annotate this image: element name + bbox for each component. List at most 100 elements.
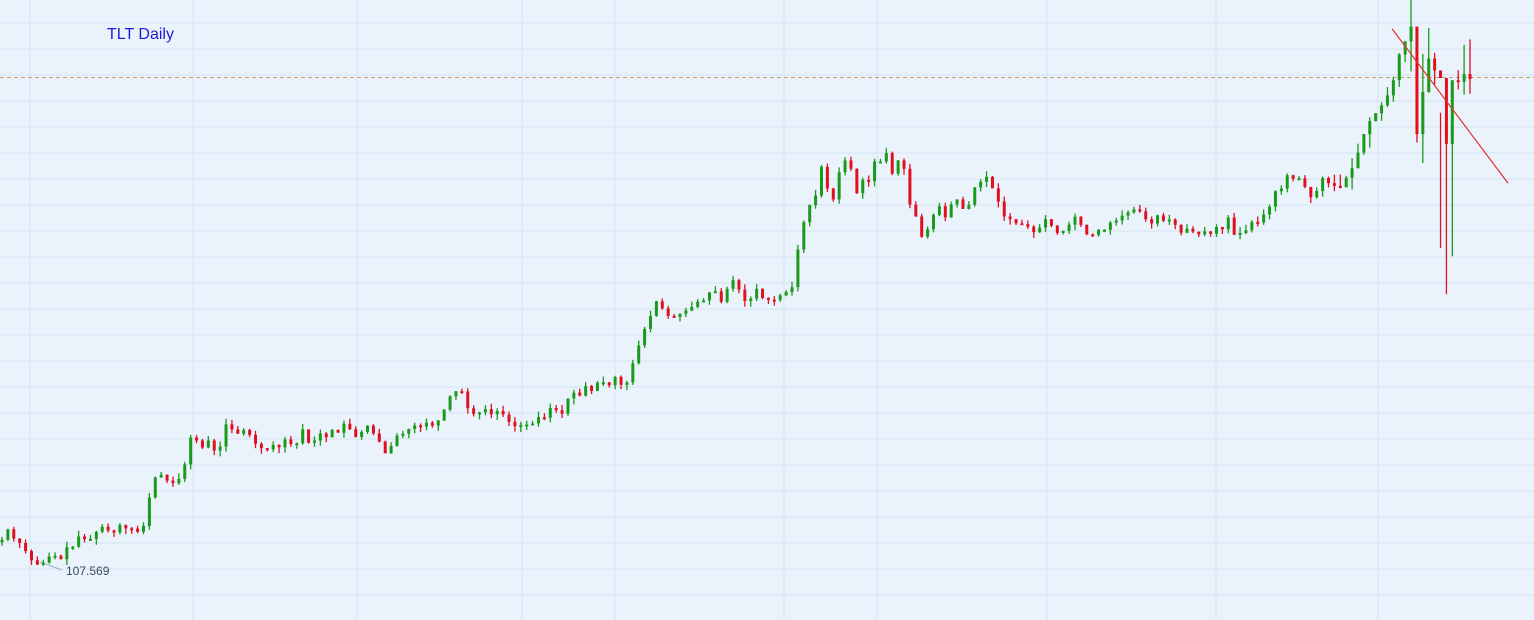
price-bar[interactable] — [195, 434, 199, 444]
price-bar[interactable] — [254, 430, 258, 449]
price-bar-body[interactable] — [590, 386, 594, 391]
price-bar-body[interactable] — [1049, 219, 1053, 226]
price-bar-body[interactable] — [53, 555, 57, 558]
price-bar-body[interactable] — [1191, 228, 1195, 232]
price-bar[interactable] — [861, 177, 865, 199]
price-bar-body[interactable] — [1273, 191, 1277, 207]
price-bar[interactable] — [1108, 220, 1112, 235]
price-bar[interactable] — [1374, 113, 1378, 122]
price-bar[interactable] — [377, 428, 381, 443]
price-bar-body[interactable] — [189, 437, 193, 465]
price-bar-body[interactable] — [195, 437, 199, 441]
price-bar[interactable] — [1462, 44, 1466, 95]
price-bar-body[interactable] — [1344, 177, 1348, 188]
price-bar[interactable] — [88, 534, 92, 541]
price-bar-body[interactable] — [737, 280, 741, 290]
price-bar-body[interactable] — [949, 204, 953, 218]
price-bar[interactable] — [707, 291, 711, 305]
price-bar[interactable] — [342, 420, 346, 438]
price-bar-body[interactable] — [283, 439, 287, 448]
price-bar-body[interactable] — [1220, 227, 1224, 230]
price-bar[interactable] — [525, 420, 529, 431]
price-bar-body[interactable] — [814, 195, 818, 206]
price-bar-body[interactable] — [1179, 224, 1183, 233]
price-bar[interactable] — [666, 305, 670, 319]
price-bar[interactable] — [430, 421, 434, 428]
price-bar[interactable] — [637, 340, 641, 365]
price-bar-body[interactable] — [1067, 224, 1071, 231]
price-bar-body[interactable] — [613, 376, 617, 386]
price-bar[interactable] — [1220, 226, 1224, 234]
price-bar[interactable] — [1214, 224, 1218, 238]
price-bar[interactable] — [1415, 26, 1419, 143]
price-bar-body[interactable] — [1014, 219, 1018, 224]
price-bar[interactable] — [1085, 224, 1089, 236]
price-bar-body[interactable] — [554, 408, 558, 411]
price-bar-body[interactable] — [725, 288, 729, 302]
price-bar[interactable] — [1073, 213, 1077, 231]
price-bar-body[interactable] — [336, 429, 340, 433]
price-bar-body[interactable] — [448, 396, 452, 410]
price-bar-body[interactable] — [6, 529, 10, 540]
price-bar[interactable] — [1044, 215, 1048, 232]
price-bar-body[interactable] — [755, 288, 759, 299]
price-bar[interactable] — [1321, 176, 1325, 197]
price-bar-body[interactable] — [460, 391, 464, 394]
price-bar[interactable] — [601, 376, 605, 386]
price-bar[interactable] — [843, 157, 847, 176]
price-bar-body[interactable] — [873, 161, 877, 182]
price-bar[interactable] — [436, 420, 440, 431]
price-bar[interactable] — [649, 310, 653, 333]
price-bar[interactable] — [961, 196, 965, 209]
price-bar[interactable] — [896, 160, 900, 176]
price-bar-body[interactable] — [136, 528, 140, 532]
price-bar[interactable] — [1244, 224, 1248, 235]
price-bar[interactable] — [413, 422, 417, 434]
price-bar-body[interactable] — [454, 391, 458, 397]
price-bar-body[interactable] — [29, 551, 33, 561]
price-bar-body[interactable] — [601, 382, 605, 385]
price-bar[interactable] — [1203, 227, 1207, 237]
price-bar-body[interactable] — [649, 315, 653, 329]
price-bar[interactable] — [802, 220, 806, 254]
price-bar-body[interactable] — [914, 204, 918, 217]
price-bar-body[interactable] — [973, 187, 977, 205]
price-bar-body[interactable] — [1285, 175, 1289, 189]
price-bar[interactable] — [755, 284, 759, 302]
price-bar-body[interactable] — [731, 280, 735, 289]
price-bar[interactable] — [1262, 209, 1266, 225]
price-bar[interactable] — [1179, 224, 1183, 236]
price-bar-body[interactable] — [607, 382, 611, 386]
price-bar-body[interactable] — [307, 429, 311, 443]
price-bar[interactable] — [1279, 185, 1283, 195]
price-bar-body[interactable] — [1450, 80, 1454, 144]
price-bar[interactable] — [1067, 221, 1071, 235]
price-bar-body[interactable] — [1374, 113, 1378, 122]
price-bar-body[interactable] — [354, 429, 358, 438]
price-bar[interactable] — [1409, 0, 1413, 72]
price-bar[interactable] — [1397, 53, 1401, 87]
price-bar-body[interactable] — [926, 229, 930, 237]
price-bar[interactable] — [926, 226, 930, 239]
price-bar-body[interactable] — [1026, 224, 1030, 227]
price-bar[interactable] — [424, 418, 428, 431]
price-bar-body[interactable] — [625, 382, 629, 385]
price-bar[interactable] — [218, 441, 222, 457]
price-bar-body[interactable] — [1032, 226, 1036, 233]
price-bar-body[interactable] — [784, 292, 788, 296]
price-bar-body[interactable] — [796, 249, 800, 288]
price-bar[interactable] — [1273, 190, 1277, 212]
price-bar[interactable] — [106, 523, 110, 533]
price-bar-body[interactable] — [920, 216, 924, 237]
price-bar-body[interactable] — [1456, 80, 1460, 83]
price-bar[interactable] — [1332, 174, 1336, 192]
price-bar[interactable] — [772, 296, 776, 306]
price-bar[interactable] — [495, 408, 499, 421]
price-bar-body[interactable] — [578, 392, 582, 396]
price-bar[interactable] — [725, 286, 729, 304]
price-bar[interactable] — [224, 418, 228, 452]
price-bar-body[interactable] — [254, 434, 258, 444]
price-bar[interactable] — [867, 175, 871, 187]
price-bar[interactable] — [200, 438, 204, 449]
price-bar-body[interactable] — [1332, 183, 1336, 186]
